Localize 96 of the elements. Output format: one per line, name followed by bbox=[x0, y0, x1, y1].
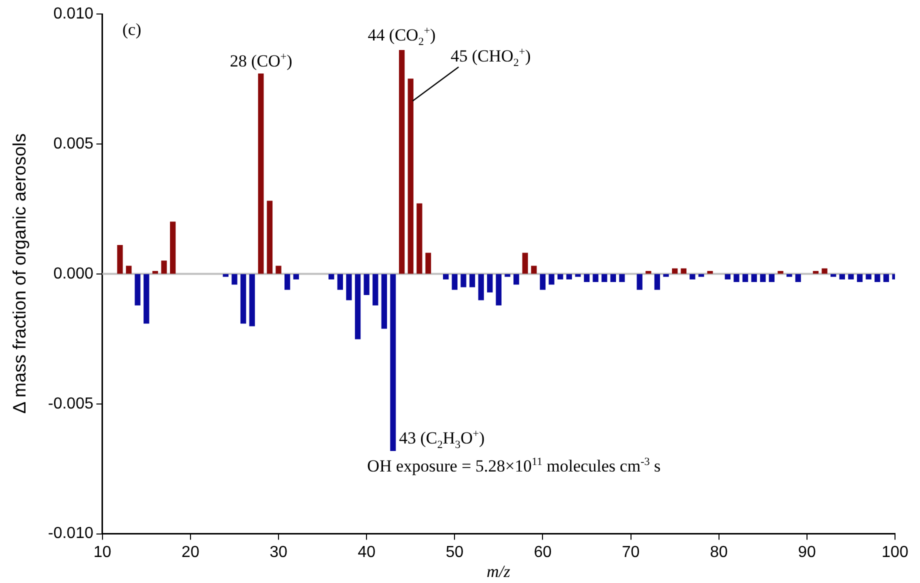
bar bbox=[707, 270, 713, 274]
bar bbox=[636, 274, 642, 290]
bar bbox=[222, 274, 228, 277]
bar bbox=[328, 274, 334, 280]
x-tick-label: 10 bbox=[93, 544, 112, 561]
bar bbox=[354, 274, 361, 340]
bar bbox=[144, 274, 150, 324]
bar bbox=[698, 274, 704, 277]
x-tick-label: 20 bbox=[182, 544, 200, 561]
x-tick-label: 40 bbox=[358, 544, 376, 561]
annotation: (c) bbox=[122, 20, 142, 40]
bar bbox=[460, 274, 466, 288]
bar bbox=[610, 274, 616, 282]
bar bbox=[592, 274, 598, 282]
y-tick-label: 0.010 bbox=[53, 5, 94, 22]
bar bbox=[364, 274, 370, 296]
bar bbox=[602, 274, 608, 282]
bar bbox=[531, 266, 537, 274]
annotation: 43 (C$_{2}$H$_{3}$O$^{+}$) bbox=[398, 428, 485, 451]
bar bbox=[690, 274, 696, 280]
bar bbox=[734, 274, 740, 282]
x-tick-label: 90 bbox=[798, 544, 816, 561]
bar bbox=[566, 274, 572, 280]
bar bbox=[161, 260, 167, 274]
bar bbox=[284, 274, 290, 290]
bar bbox=[883, 274, 890, 282]
x-tick-label: 100 bbox=[882, 544, 908, 561]
bar bbox=[822, 268, 828, 274]
bar bbox=[548, 274, 554, 285]
y-tick-label: 0.005 bbox=[53, 135, 94, 152]
bar bbox=[558, 274, 564, 280]
bar bbox=[856, 274, 863, 282]
x-tick-label: 50 bbox=[446, 544, 464, 561]
bar bbox=[540, 274, 546, 290]
bar bbox=[778, 270, 784, 274]
bar bbox=[249, 274, 255, 326]
bar bbox=[232, 274, 238, 285]
bar bbox=[425, 252, 432, 274]
bar bbox=[751, 274, 757, 282]
bar bbox=[337, 274, 343, 290]
bar bbox=[170, 222, 176, 274]
x-tick-label: 70 bbox=[622, 544, 640, 561]
annotation: OH exposure = 5.28×10$^{11}$ molecules cm$^{-3}$ s bbox=[367, 456, 661, 476]
bar bbox=[522, 252, 528, 274]
y-tick-label: -0.005 bbox=[48, 395, 94, 412]
annotation: 28 (CO$^{+}$) bbox=[230, 50, 292, 72]
bar bbox=[398, 50, 405, 274]
bar bbox=[680, 268, 686, 274]
y-tick-label: -0.010 bbox=[48, 525, 94, 542]
y-axis-title: Δ mass fraction of organic aerosols bbox=[10, 134, 31, 414]
bar bbox=[724, 274, 730, 280]
bar bbox=[134, 274, 140, 306]
bar bbox=[276, 266, 282, 274]
bar bbox=[866, 274, 872, 280]
bar bbox=[795, 274, 801, 282]
bar bbox=[443, 274, 449, 280]
bar bbox=[381, 274, 388, 329]
bar bbox=[452, 274, 458, 290]
bar bbox=[487, 274, 493, 292]
bar bbox=[663, 274, 669, 277]
bar bbox=[346, 274, 352, 300]
bar bbox=[654, 274, 660, 290]
bar bbox=[478, 274, 484, 300]
bar bbox=[839, 274, 845, 280]
annotation: 45 (CHO$_{2}$$^{+}$) bbox=[450, 46, 531, 70]
bar bbox=[372, 274, 378, 306]
bar bbox=[240, 274, 246, 324]
bar bbox=[416, 203, 422, 274]
bar bbox=[496, 274, 502, 306]
bar bbox=[469, 274, 476, 288]
x-tick-label: 60 bbox=[534, 544, 552, 561]
bar bbox=[742, 274, 748, 282]
bar bbox=[126, 266, 132, 274]
x-tick-label: 30 bbox=[270, 544, 288, 561]
y-tick-label: 0.000 bbox=[53, 265, 94, 282]
bar bbox=[760, 274, 766, 282]
bar bbox=[258, 73, 264, 274]
bar bbox=[768, 274, 775, 282]
bar bbox=[504, 274, 510, 277]
bar bbox=[874, 274, 880, 282]
bar bbox=[390, 274, 396, 451]
x-tick-label: 80 bbox=[710, 544, 728, 561]
bar bbox=[293, 274, 299, 280]
x-axis-title: m/z bbox=[486, 562, 510, 582]
bar bbox=[117, 244, 123, 274]
bar bbox=[848, 274, 854, 280]
bar bbox=[575, 274, 581, 277]
bar bbox=[266, 200, 273, 274]
bar bbox=[584, 274, 590, 282]
bar bbox=[830, 274, 836, 277]
bar bbox=[619, 274, 625, 282]
annotation: 44 (CO$_{2}$$^{+}$) bbox=[368, 25, 436, 48]
bar bbox=[786, 274, 792, 277]
bar bbox=[408, 78, 414, 274]
bar bbox=[672, 268, 678, 274]
bar bbox=[513, 274, 520, 285]
